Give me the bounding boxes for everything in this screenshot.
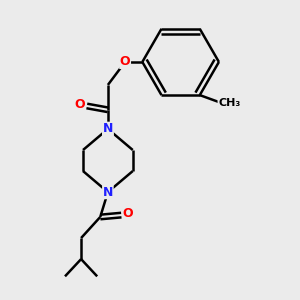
Text: O: O — [123, 207, 134, 220]
Text: O: O — [75, 98, 85, 111]
Text: N: N — [103, 186, 113, 199]
Text: N: N — [103, 122, 113, 135]
Text: CH₃: CH₃ — [218, 98, 240, 108]
Text: O: O — [120, 56, 130, 68]
Text: N: N — [103, 122, 113, 135]
